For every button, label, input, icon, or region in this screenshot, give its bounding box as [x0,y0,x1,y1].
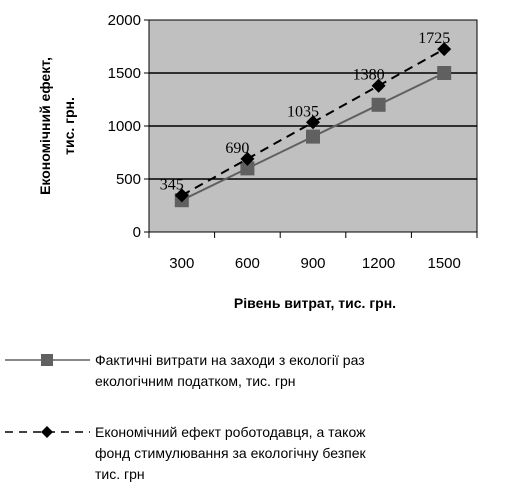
data-label: 1380 [353,67,385,84]
y-tick-label: 2000 [108,12,141,29]
x-tick-label: 1500 [428,255,461,272]
data-label: 1035 [287,103,319,120]
axes: 0 500 1000 1500 2000 300 600 900 1200 1500 [108,12,478,272]
legend-label-actual-costs-line1: Фактичні витрати на заходи з екології ра… [95,352,365,368]
legend-label-economic-effect-line3: тис. грн [95,466,145,482]
data-labels: 345 690 1035 1380 1725 [160,30,450,193]
legend: Фактичні витрати на заходи з екології ра… [5,352,366,482]
legend-label-actual-costs-line2: екологічним податком, тис. грн [95,373,295,389]
marker-diamond [240,151,255,166]
y-axis-title-line2: тис. грн. [61,97,77,155]
legend-marker-square [41,354,53,366]
x-axis-title: Рівень витрат, тис. грн. [234,295,396,311]
y-tick-label: 500 [116,171,141,188]
legend-label-economic-effect-line1: Економічний ефект роботодавця, а також [95,424,366,440]
y-tick-label: 1500 [108,65,141,82]
legend-entry-economic-effect: Економічний ефект роботодавця, а також ф… [5,424,366,482]
data-label: 345 [160,176,184,193]
y-tick-label: 0 [133,224,141,241]
marker-diamond [371,78,386,93]
y-axis-title-line1: Економічний ефект, [37,57,53,195]
y-tick-label: 1000 [108,118,141,135]
marker-square [437,66,452,80]
series [174,42,452,208]
legend-entry-actual-costs: Фактичні витрати на заходи з екології ра… [5,352,365,389]
data-label: 1725 [418,30,450,47]
marker-diamond [437,42,452,57]
x-tick-label: 600 [235,255,260,272]
marker-square [371,97,386,112]
marker-diamond [174,188,189,203]
marker-square [240,161,255,176]
x-tick-label: 300 [169,255,194,272]
x-tick-label: 1200 [362,255,395,272]
x-tick-label: 900 [300,255,325,272]
marker-square [306,129,320,144]
marker-diamond [306,115,320,130]
legend-marker-diamond [41,426,53,438]
data-label: 690 [225,140,249,157]
legend-label-economic-effect-line2: фонд стимулювання за екологічну безпек [95,445,366,461]
